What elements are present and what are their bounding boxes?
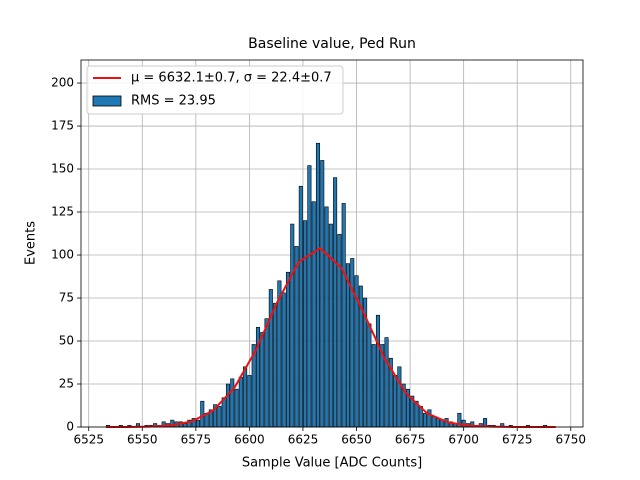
histogram-bar <box>333 177 338 428</box>
legend-box <box>86 65 344 115</box>
histogram-bar <box>200 400 205 428</box>
x-tick-label: 6725 <box>502 433 533 447</box>
histogram-bar <box>303 220 308 428</box>
histogram-bar <box>423 412 428 428</box>
histogram-bar <box>294 246 299 428</box>
histogram-bar <box>221 397 226 428</box>
chart-title: Baseline value, Ped Run <box>248 36 416 52</box>
legend-label: RMS = 23.95 <box>131 94 216 109</box>
y-tick-label: 50 <box>59 334 74 348</box>
x-tick-label: 6650 <box>341 433 372 447</box>
histogram-bar <box>260 332 265 428</box>
histogram-bar <box>225 383 230 428</box>
y-axis-label: Events <box>24 221 39 265</box>
histogram-bar <box>273 302 278 428</box>
histogram-bar <box>234 388 239 428</box>
axes-frame <box>80 59 584 428</box>
histogram-bar <box>341 203 346 428</box>
histogram-bar <box>397 366 402 428</box>
histogram-bar <box>350 258 355 428</box>
histogram-bar <box>371 344 376 428</box>
histogram-bar <box>268 289 273 428</box>
y-tick-label: 0 <box>66 420 74 434</box>
histogram-bar <box>298 185 303 428</box>
y-tick-label: 100 <box>51 248 74 262</box>
x-tick-label: 6700 <box>448 433 479 447</box>
y-tick-label: 175 <box>51 119 74 133</box>
histogram-bar <box>427 409 432 428</box>
y-tick-label: 200 <box>51 76 74 90</box>
histogram-bar <box>243 366 248 428</box>
y-tick-label: 125 <box>51 205 74 219</box>
histogram-bar <box>384 337 389 428</box>
x-tick-label: 6750 <box>556 433 587 447</box>
histogram-bar <box>238 376 243 428</box>
histogram-bar <box>367 323 372 428</box>
x-tick-label: 6675 <box>395 433 426 447</box>
histogram-bar <box>264 318 269 428</box>
histogram-bar <box>324 206 329 428</box>
histogram-bar <box>435 418 440 428</box>
x-tick-label: 6575 <box>181 433 212 447</box>
y-tick-label: 150 <box>51 162 74 176</box>
histogram-bar <box>285 271 290 428</box>
fit-line <box>105 246 556 428</box>
histogram-bar <box>393 375 398 428</box>
y-tick-label: 25 <box>59 377 74 391</box>
x-tick-label: 6625 <box>288 433 319 447</box>
histogram-bar <box>217 406 222 428</box>
x-tick-label: 6550 <box>127 433 158 447</box>
histogram-bar <box>345 263 350 428</box>
y-tick-label: 75 <box>59 291 74 305</box>
histogram-bar <box>281 292 286 428</box>
histogram-bar <box>320 160 325 428</box>
histogram-bar <box>307 165 312 428</box>
x-tick-label: 6525 <box>73 433 104 447</box>
histogram-bar <box>337 234 342 428</box>
histogram-bar <box>375 314 380 428</box>
histogram-bar <box>290 223 295 428</box>
legend-swatch <box>92 95 122 107</box>
histogram-bar <box>183 423 188 428</box>
x-tick-label: 6600 <box>234 433 265 447</box>
histogram-bar <box>328 223 333 428</box>
legend-label: μ = 6632.1±0.7, σ = 22.4±0.7 <box>131 71 332 86</box>
histogram-bar <box>311 201 316 428</box>
histogram-bar <box>247 375 252 428</box>
histogram-bar <box>315 142 320 428</box>
x-axis-label: Sample Value [ADC Counts] <box>242 456 422 471</box>
histogram-bar <box>277 280 282 428</box>
histogram-bar <box>230 378 235 428</box>
histogram-bar <box>195 419 200 428</box>
histogram-bar <box>431 416 436 428</box>
